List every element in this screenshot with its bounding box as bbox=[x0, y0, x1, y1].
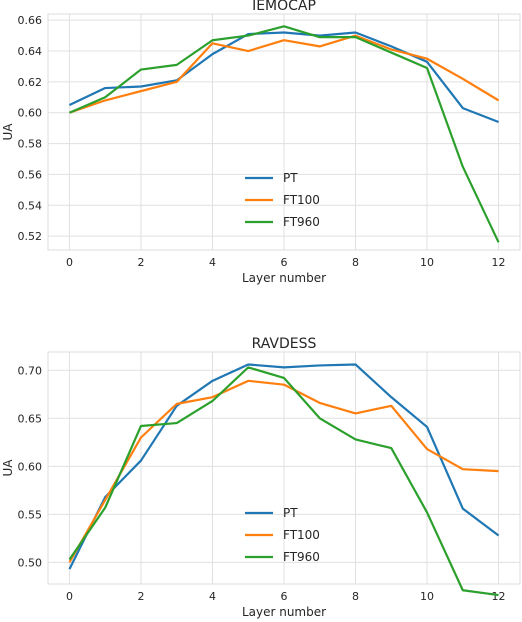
series-line-ft100 bbox=[69, 34, 500, 114]
series-line-ft100 bbox=[68, 379, 499, 563]
x-tick-label: 6 bbox=[281, 256, 288, 269]
series-line-pt bbox=[68, 31, 499, 123]
y-tick-label: 0.65 bbox=[18, 412, 43, 425]
legend-label: FT100 bbox=[283, 528, 320, 542]
y-tick-label: 0.54 bbox=[18, 199, 43, 212]
x-tick-label: 2 bbox=[137, 590, 144, 603]
y-tick-label: 0.60 bbox=[18, 460, 43, 473]
x-tick-label: 10 bbox=[420, 256, 434, 269]
legend-label: FT960 bbox=[283, 215, 320, 229]
chart-panel-iemocap: 0 2 4 6 8 10 12 0.52 0.54 0.56 0.58 0.60 0.62 0.64 0.6… bbox=[1, 0, 521, 285]
y-tick-label: 0.62 bbox=[18, 76, 43, 89]
x-tick-label: 10 bbox=[420, 590, 434, 603]
y-tick-label: 0.60 bbox=[18, 107, 43, 120]
x-tick-label: 12 bbox=[492, 590, 506, 603]
x-tick-label: 0 bbox=[66, 590, 73, 603]
x-tick-label: 0 bbox=[66, 256, 73, 269]
y-tick-label: 0.64 bbox=[18, 45, 43, 58]
x-tick-label: 4 bbox=[209, 256, 216, 269]
series-line-ft960 bbox=[69, 25, 500, 243]
x-tick-label: 6 bbox=[281, 590, 288, 603]
y-axis-label: UA bbox=[1, 459, 15, 477]
series-line-ft960 bbox=[68, 366, 499, 597]
legend-label: FT100 bbox=[283, 193, 320, 207]
y-tick-label: 0.55 bbox=[18, 508, 43, 521]
y-tick-label: 0.66 bbox=[18, 14, 43, 27]
y-tick-label: 0.50 bbox=[18, 556, 43, 569]
series-line-pt bbox=[68, 363, 500, 570]
y-tick-label: 0.70 bbox=[18, 364, 43, 377]
y-axis-label: UA bbox=[1, 123, 15, 141]
y-tick-label: 0.52 bbox=[18, 230, 43, 243]
legend: PT FT100 FT960 bbox=[245, 171, 320, 229]
chart-title: RAVDESS bbox=[252, 336, 317, 352]
chart-title: IEMOCAP bbox=[252, 0, 316, 14]
y-tick-label: 0.58 bbox=[18, 138, 43, 151]
x-tick-label: 4 bbox=[209, 590, 216, 603]
x-tick-label: 2 bbox=[137, 256, 144, 269]
legend-label: PT bbox=[283, 506, 298, 520]
legend-label: PT bbox=[283, 171, 298, 185]
x-tick-label: 8 bbox=[352, 590, 359, 603]
legend: PT FT100 FT960 bbox=[245, 506, 320, 564]
chart-panel-ravdess: 0 2 4 6 8 10 12 0.50 0.55 0.60 0.65 0.70 RAVDESS Laye… bbox=[1, 336, 521, 619]
legend-label: FT960 bbox=[283, 550, 320, 564]
y-tick-label: 0.56 bbox=[18, 168, 43, 181]
x-axis-label: Layer number bbox=[242, 271, 326, 285]
x-axis-label: Layer number bbox=[242, 605, 326, 619]
x-tick-label: 12 bbox=[492, 256, 506, 269]
x-tick-label: 8 bbox=[352, 256, 359, 269]
